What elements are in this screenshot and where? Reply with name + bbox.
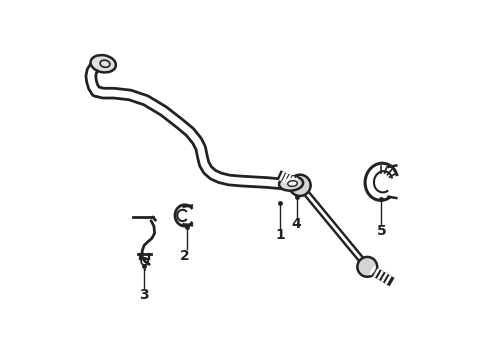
Text: 2: 2 <box>180 249 190 263</box>
Ellipse shape <box>91 55 116 72</box>
Ellipse shape <box>279 176 303 191</box>
Circle shape <box>357 257 377 277</box>
Text: 5: 5 <box>377 224 386 238</box>
Circle shape <box>289 175 311 196</box>
Text: 4: 4 <box>292 217 301 231</box>
Text: 1: 1 <box>275 228 285 242</box>
Text: 3: 3 <box>139 288 149 302</box>
